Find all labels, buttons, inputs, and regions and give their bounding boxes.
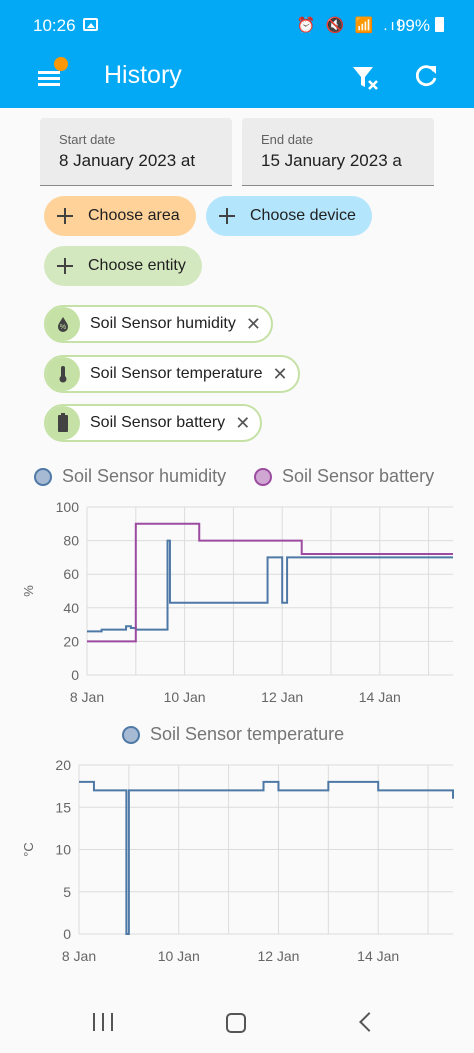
series-line	[79, 780, 454, 935]
end-date-value: 15 January 2023 a	[261, 151, 402, 170]
y-tick-label: 100	[56, 499, 80, 515]
y-axis-label: °C	[21, 842, 36, 857]
legend-label: Soil Sensor humidity	[62, 466, 227, 486]
y-tick-label: 20	[55, 757, 71, 773]
plus-icon	[218, 207, 236, 225]
series-line	[87, 539, 453, 633]
choose-device-button[interactable]: Choose device	[206, 196, 372, 236]
choose-entity-label: Choose entity	[88, 257, 186, 274]
system-nav-bar	[0, 995, 474, 1053]
status-icons: ⏰ 🔇 📶 .ıl	[296, 17, 404, 34]
choose-area-label: Choose area	[88, 207, 180, 224]
legend-swatch	[122, 725, 140, 744]
end-date-label: End date	[261, 132, 314, 147]
x-tick-label: 14 Jan	[359, 689, 401, 705]
x-tick-label: 8 Jan	[62, 948, 96, 964]
home-icon[interactable]	[226, 1013, 246, 1033]
entity-chip-temperature[interactable]: Soil Sensor temperature ✕	[44, 355, 300, 393]
clear-filter-icon[interactable]	[350, 62, 380, 92]
gallery-notification-icon	[83, 18, 98, 31]
start-date-value: 8 January 2023 at	[59, 151, 196, 170]
app-bar: History	[0, 52, 474, 108]
plus-icon	[56, 207, 74, 225]
remove-entity-icon[interactable]: ✕	[272, 363, 288, 384]
choose-entity-button[interactable]: Choose entity	[44, 246, 202, 286]
start-date-field[interactable]: Start date 8 January 2023 at	[40, 118, 232, 186]
humidity-battery-chart: 100 80 60 40 20 0 8 Jan 10 Jan 12 Jan 14 Jan%	[21, 499, 453, 705]
refresh-icon[interactable]	[412, 62, 440, 90]
end-date-field[interactable]: End date 15 January 2023 a	[242, 118, 434, 186]
x-tick-label: 14 Jan	[357, 948, 399, 964]
temperature-chart: 20 15 10 5 0 8 Jan 10 Jan 12 Jan 14 Jan °C	[21, 757, 454, 964]
battery-percent: 99%	[395, 16, 430, 35]
y-tick-label: 40	[63, 600, 79, 616]
entity-name: Soil Sensor humidity	[90, 315, 236, 332]
battery-icon	[46, 406, 80, 440]
back-icon[interactable]	[359, 1012, 379, 1032]
svg-text:%: %	[60, 324, 66, 331]
page-title: History	[104, 61, 182, 89]
series-line	[87, 522, 453, 643]
legend-swatch	[254, 467, 272, 486]
y-tick-label: 80	[63, 533, 79, 549]
x-tick-label: 12 Jan	[257, 948, 299, 964]
choose-area-button[interactable]: Choose area	[44, 196, 196, 236]
y-axis-label: %	[21, 585, 36, 597]
y-tick-label: 60	[63, 566, 79, 582]
remove-entity-icon[interactable]: ✕	[245, 313, 261, 334]
entity-chip-humidity[interactable]: % Soil Sensor humidity ✕	[44, 305, 273, 343]
x-tick-label: 10 Jan	[164, 689, 206, 705]
legend-label: Soil Sensor battery	[282, 466, 435, 486]
legend-temperature[interactable]: Soil Sensor temperature	[122, 724, 344, 745]
battery-status-icon	[435, 17, 444, 32]
legend-swatch	[34, 467, 52, 486]
legend-label: Soil Sensor temperature	[150, 724, 345, 744]
remove-entity-icon[interactable]: ✕	[235, 412, 251, 433]
legend-battery[interactable]: Soil Sensor battery	[254, 466, 434, 487]
y-tick-label: 0	[71, 667, 79, 683]
start-date-label: Start date	[59, 132, 116, 147]
legend-humidity[interactable]: Soil Sensor humidity	[34, 466, 226, 487]
water-percent-icon: %	[46, 307, 80, 341]
entity-name: Soil Sensor battery	[90, 414, 226, 431]
y-tick-label: 15	[55, 799, 71, 815]
plus-icon	[56, 257, 74, 275]
menu-icon[interactable]	[38, 68, 62, 88]
notification-badge	[54, 57, 68, 71]
choose-device-label: Choose device	[250, 207, 356, 224]
thermometer-icon	[46, 357, 80, 391]
y-tick-label: 5	[63, 884, 71, 900]
x-tick-label: 10 Jan	[158, 948, 200, 964]
status-bar: 10:26 ⏰ 🔇 📶 .ıl 99%	[0, 0, 474, 52]
y-tick-label: 0	[63, 926, 71, 942]
recent-apps-icon[interactable]	[93, 1013, 113, 1033]
y-tick-label: 10	[55, 842, 71, 858]
entity-name: Soil Sensor temperature	[90, 365, 263, 382]
x-tick-label: 12 Jan	[261, 689, 303, 705]
entity-chip-battery[interactable]: Soil Sensor battery ✕	[44, 404, 263, 442]
y-tick-label: 20	[63, 633, 79, 649]
status-time: 10:26	[33, 16, 76, 35]
x-tick-label: 8 Jan	[70, 689, 104, 705]
